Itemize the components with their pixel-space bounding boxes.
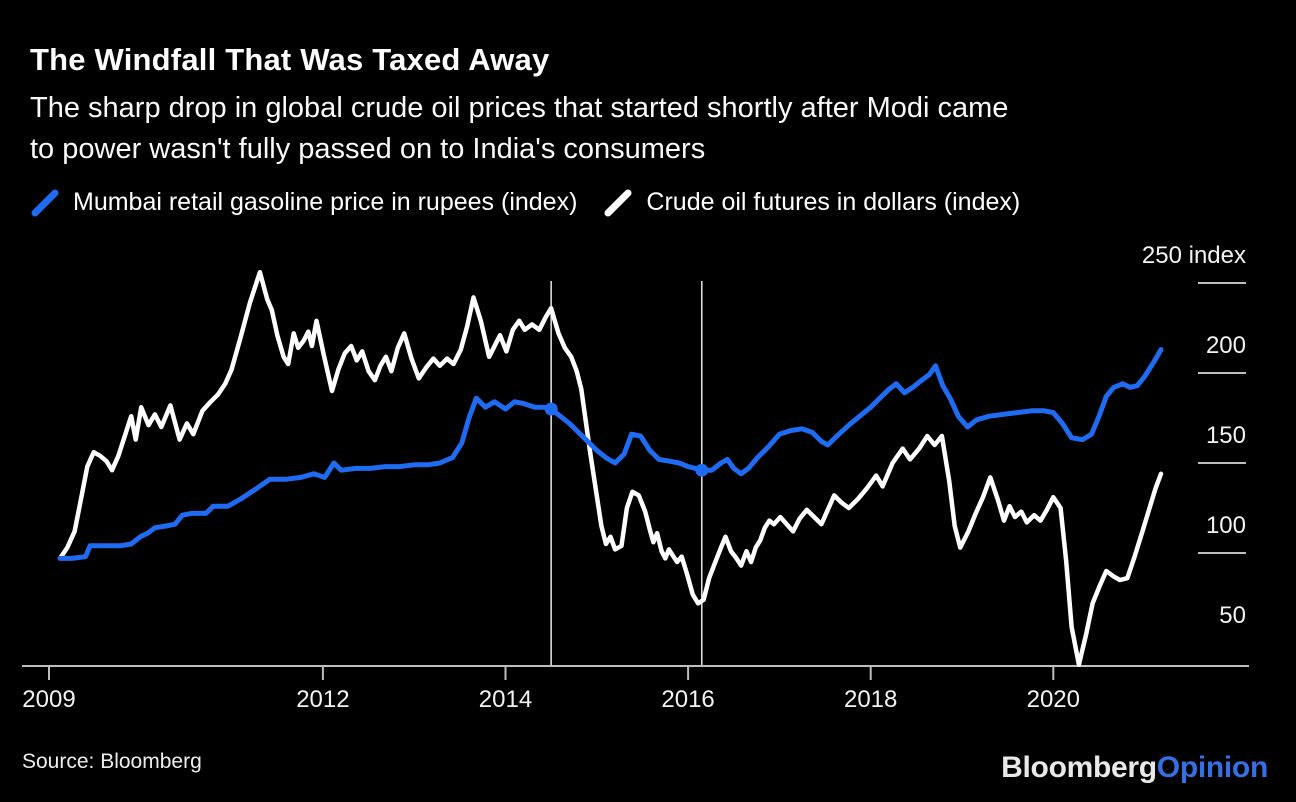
x-axis-label-2012: 2012	[296, 686, 350, 713]
marker-dot-2	[695, 463, 709, 477]
legend-item-gasoline: Mumbai retail gasoline price in rupees (…	[30, 188, 577, 217]
gasoline-price-line	[57, 347, 1164, 561]
y-axis-label-250: 250 index	[1141, 242, 1246, 269]
crude-swatch-icon	[603, 189, 633, 217]
legend-item-crude: Crude oil futures in dollars (index)	[603, 188, 1020, 217]
chart-subtitle: The sharp drop in global crude oil price…	[30, 88, 1008, 170]
chart-legend: Mumbai retail gasoline price in rupees (…	[30, 188, 1046, 217]
x-axis-label-2016: 2016	[661, 686, 715, 713]
y-axis-label-50: 50	[1219, 602, 1246, 629]
page-title: The Windfall That Was Taxed Away	[30, 42, 550, 77]
legend-label: Crude oil futures in dollars (index)	[646, 188, 1021, 216]
subtitle-line-1: The sharp drop in global crude oil price…	[30, 92, 1009, 124]
x-axis-label-2009: 2009	[22, 686, 76, 713]
y-axis-label-200: 200	[1205, 332, 1246, 359]
source-note: Source: Bloomberg	[22, 750, 202, 773]
y-axis-label-100: 100	[1205, 512, 1246, 539]
x-axis-label-2020: 2020	[1026, 686, 1080, 713]
gasoline-swatch-icon	[30, 189, 60, 217]
subtitle-line-2: to power wasn't fully passed on to India…	[30, 133, 706, 165]
x-axis-label-2018: 2018	[843, 686, 898, 713]
legend-label: Mumbai retail gasoline price in rupees (…	[73, 188, 578, 216]
crude-oil-line	[57, 269, 1164, 667]
y-axis-label-150: 150	[1205, 422, 1246, 449]
logo-opinion-text: Opinion	[1156, 751, 1269, 784]
bloomberg-opinion-logo: BloombergOpinion	[1001, 751, 1268, 785]
logo-bloomberg-text: Bloomberg	[1001, 751, 1157, 784]
marker-dot-1	[544, 402, 558, 416]
x-axis-label-2014: 2014	[478, 686, 533, 713]
